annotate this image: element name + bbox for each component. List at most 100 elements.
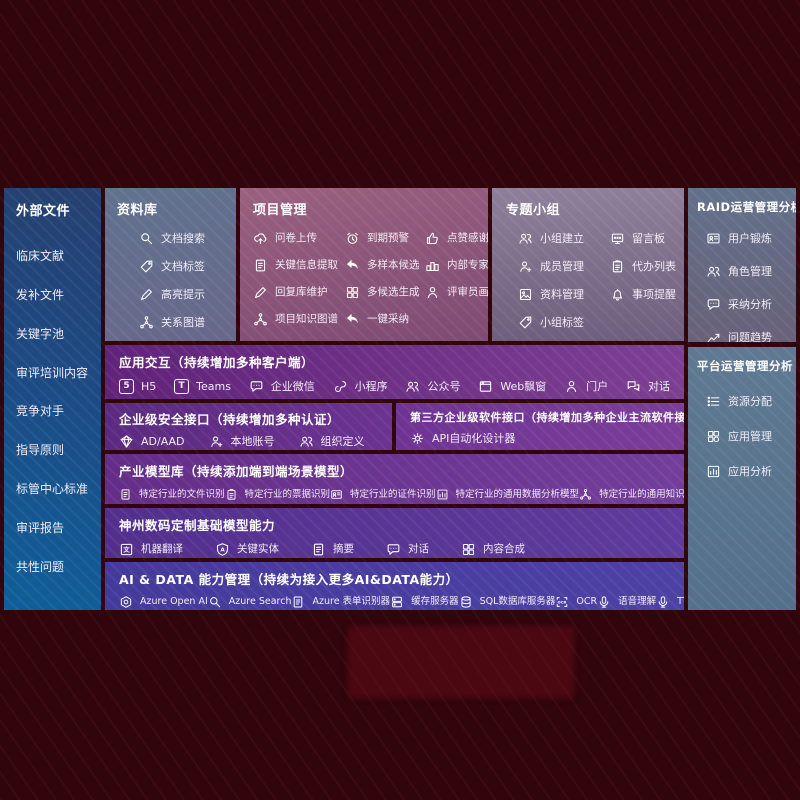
list-item[interactable]: 到期预警 [345, 231, 425, 246]
list-item[interactable]: 本地账号 [209, 434, 275, 449]
list-item[interactable]: 缓存服务器 [390, 595, 459, 609]
message-board-icon [610, 231, 625, 246]
list-item[interactable]: 多样本候选 [345, 258, 425, 273]
member-manage-icon [518, 259, 533, 274]
list-item[interactable]: 机器翻译 [119, 542, 183, 557]
knowledge-graph-model-icon [579, 488, 592, 501]
external-files-list: 临床文献发补文件关键字池审评培训内容 竞争对手指导原则标管中心标准 审评报告共性问题 [16, 223, 95, 600]
list-item[interactable]: Web飘窗 [478, 379, 546, 394]
list-item[interactable]: 问卷上传 [253, 231, 345, 246]
list-item[interactable]: 特定行业的证件识别 [330, 488, 436, 501]
list-item[interactable]: 点赞感谢 [425, 231, 488, 246]
mini-program-icon [333, 379, 348, 394]
item-label: 用户锻炼 [728, 232, 772, 245]
list-item[interactable]: 高亮提示 [139, 287, 230, 302]
list-item[interactable]: 特定行业的通用数据分析模型 [436, 488, 579, 501]
list-item[interactable]: 特定行业的文件识别 [119, 488, 225, 501]
list-item[interactable]: 关键信息提取 [253, 258, 345, 273]
summary-icon [311, 542, 326, 557]
list-item[interactable]: Azure 表单识别器 [291, 595, 390, 609]
list-item[interactable]: AD/AAD [119, 434, 185, 449]
list-item[interactable]: 对话 [386, 542, 429, 557]
list-item[interactable]: 回复库维护 [253, 285, 345, 300]
sidebar-item[interactable]: 标管中心标准 [16, 483, 95, 495]
list-item[interactable]: 应用分析 [706, 464, 792, 479]
sidebar-item[interactable]: 发补文件 [16, 289, 95, 301]
item-label: TTS [677, 596, 684, 608]
list-item[interactable]: 内容合成 [461, 542, 525, 557]
enterprise-security-items: AD/AAD 本地账号 组织定义 [119, 434, 378, 449]
sidebar-item[interactable]: 审评报告 [16, 522, 95, 534]
receipt-recognition-icon [225, 488, 238, 501]
list-item[interactable]: 文档标签 [139, 259, 230, 274]
item-label: 应用管理 [728, 430, 772, 443]
enterprise-security-row: 企业级安全接口（持续增加多种认证） AD/AAD 本地账号 组织定义 [105, 403, 392, 450]
list-item[interactable]: 评审员画像 [425, 285, 488, 300]
panel-title: 专题小组 [506, 203, 561, 218]
ai-data-items: Azure Open AI Azure Search Azure 表单识别器 缓存服务… [119, 595, 684, 609]
list-item[interactable]: 内部专家排名 [425, 258, 488, 273]
list-item[interactable]: T Teams [174, 379, 231, 394]
sidebar-item[interactable]: 审评培训内容 [16, 367, 95, 379]
list-item[interactable]: 企业微信 [249, 379, 315, 394]
list-item[interactable]: 文档搜索 [139, 231, 230, 246]
list-item[interactable]: Azure Search [208, 595, 291, 609]
sidebar-item[interactable]: 共性问题 [16, 561, 95, 573]
list-item[interactable]: 小程序 [333, 379, 388, 394]
trend-chart-icon [706, 330, 721, 342]
item-label: Web飘窗 [500, 380, 547, 393]
ai-data-row: AI & DATA 能力管理（持续为接入更多AI&DATA能力） Azure O… [105, 562, 684, 610]
list-item[interactable]: 摘要 [311, 542, 354, 557]
list-item[interactable]: TTS [656, 595, 684, 609]
item-label: 本地账号 [230, 435, 275, 448]
list-item[interactable]: 代办列表 [610, 259, 680, 274]
list-item[interactable]: 公众号 [405, 379, 460, 394]
sidebar-item[interactable]: 竞争对手 [16, 405, 95, 417]
list-item[interactable]: 项目知识图谱 [253, 312, 345, 327]
list-item[interactable]: 资源分配 [706, 394, 792, 409]
list-item[interactable]: 5 H5 [119, 379, 156, 394]
row-title: 应用交互（持续增加多种客户端） [119, 355, 315, 370]
item-label: 应用分析 [728, 465, 772, 478]
item-label: 小组标签 [540, 316, 584, 329]
list-item[interactable]: 角色管理 [706, 264, 792, 279]
list-item[interactable]: API自动化设计器 [410, 431, 515, 446]
form-recognizer-icon [291, 595, 305, 609]
item-label: 代办列表 [632, 260, 676, 273]
list-item[interactable]: SQL数据库服务器 [459, 595, 555, 609]
list-item[interactable]: 问题趋势 [706, 330, 792, 342]
list-item[interactable]: 特定行业的通用知识图谱模型 [579, 488, 684, 501]
item-label: H5 [141, 380, 157, 393]
sidebar-item[interactable]: 关键字池 [16, 328, 95, 340]
list-item[interactable]: 语音理解 [597, 595, 656, 609]
item-label: 角色管理 [728, 265, 772, 278]
list-item[interactable]: 对话 [626, 379, 670, 394]
group-create-icon [518, 231, 533, 246]
list-item[interactable]: 资料管理 [518, 287, 610, 302]
item-label: 指导原则 [16, 443, 65, 458]
list-item[interactable]: 组织定义 [299, 434, 365, 449]
item-label: OCR [576, 596, 598, 608]
list-item[interactable]: 事项提醒 [610, 287, 680, 302]
list-item[interactable]: 成员管理 [518, 259, 610, 274]
list-item[interactable]: 采纳分析 [706, 297, 792, 312]
local-account-icon [209, 434, 224, 449]
sidebar-item[interactable]: 临床文献 [16, 250, 95, 262]
list-item[interactable]: 多候选生成 [345, 285, 425, 300]
list-item[interactable]: 门户 [564, 379, 608, 394]
list-item[interactable]: 应用管理 [706, 429, 792, 444]
list-item[interactable]: 小组标签 [518, 315, 610, 330]
sidebar-item[interactable]: 指导原则 [16, 444, 95, 456]
list-item[interactable]: OCR [555, 595, 597, 609]
list-item[interactable]: 用户锻炼 [706, 231, 792, 246]
h5-icon: 5 [119, 379, 134, 394]
list-item[interactable]: 一键采纳 [345, 312, 425, 327]
list-item[interactable]: 特定行业的票据识别 [225, 488, 330, 501]
list-item[interactable]: 留言板 [610, 231, 680, 246]
wechat-work-icon [249, 379, 264, 394]
item-label: 内容合成 [483, 543, 525, 556]
list-item[interactable]: Azure Open AI [119, 595, 208, 609]
list-item[interactable]: 小组建立 [518, 231, 610, 246]
list-item[interactable]: 关系图谱 [139, 315, 230, 330]
list-item[interactable]: 关键实体 [215, 542, 279, 557]
